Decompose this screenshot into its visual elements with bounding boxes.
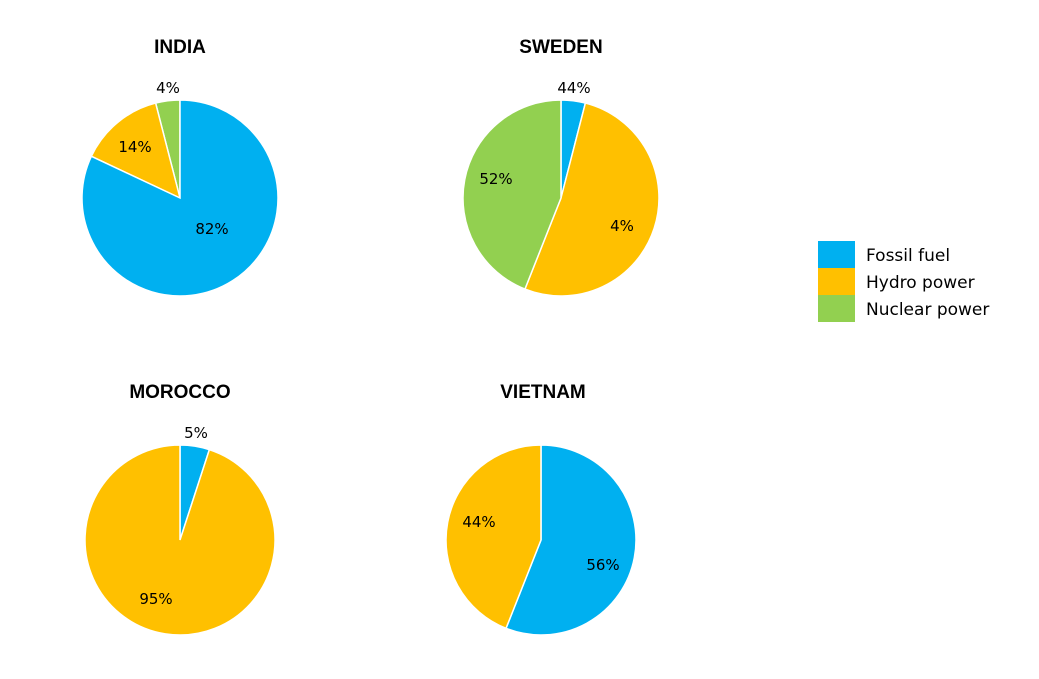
pie-slice-fossil-fuel [505, 444, 637, 636]
pie-slice-hydro-power [445, 444, 542, 630]
pie-title: MOROCCO [129, 382, 230, 403]
legend-label: Nuclear power [866, 300, 989, 320]
pie-morocco: MOROCCO 5% 95% [84, 382, 276, 636]
pie-slice-hydro-power [84, 444, 276, 636]
slice-label: 5% [184, 424, 208, 442]
legend: Fossil fuel Hydro power Nuclear power [818, 241, 989, 322]
pie-vietnam: VIETNAM 56% 44% [445, 382, 637, 636]
slice-label: 14% [118, 138, 151, 156]
slice-label: 4% [156, 79, 180, 97]
slice-label: 44% [557, 79, 590, 97]
pie-slice-fossil-fuel [81, 99, 279, 297]
pie-slice-hydro-power [90, 102, 182, 200]
slice-label: 44% [462, 513, 495, 531]
legend-label: Hydro power [866, 273, 975, 293]
slice-label: 52% [479, 170, 512, 188]
pie-slice-nuclear-power [462, 99, 562, 291]
pie-title: SWEDEN [519, 37, 602, 58]
slice-label: 95% [139, 590, 172, 608]
pie-india: INDIA 82% 14% 4% [81, 37, 279, 297]
slice-label: 56% [586, 556, 619, 574]
pies-layer: INDIA 82% 14% 4% SWEDEN 4% 52% 44% MOROCCO 5% 95% V… [81, 37, 660, 636]
pie-title: VIETNAM [500, 382, 586, 403]
legend-swatch [818, 241, 855, 268]
legend-swatch [818, 295, 855, 322]
slice-label: 82% [195, 220, 228, 238]
legend-label: Fossil fuel [866, 246, 950, 266]
pie-title: INDIA [154, 37, 206, 58]
slice-label: 4% [610, 217, 634, 235]
pie-slice-hydro-power [523, 102, 660, 297]
pie-sweden: SWEDEN 4% 52% 44% [462, 37, 660, 297]
legend-swatch [818, 268, 855, 295]
